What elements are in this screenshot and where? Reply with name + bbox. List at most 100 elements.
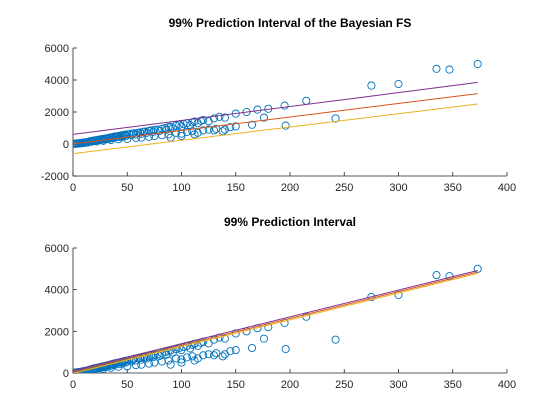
- data-point: [177, 358, 186, 367]
- data-point: [247, 343, 257, 353]
- data-point: [218, 127, 227, 136]
- data-point: [199, 126, 208, 135]
- data-point: [157, 357, 167, 366]
- data-point: [280, 101, 289, 110]
- data-point: [226, 123, 235, 132]
- data-point: [281, 344, 290, 354]
- data-point: [331, 114, 340, 123]
- data-point: [220, 350, 229, 359]
- data-point: [218, 352, 227, 361]
- data-point: [231, 346, 240, 355]
- axes-box: [72, 48, 507, 177]
- data-point: [177, 131, 186, 141]
- interval-line: [73, 270, 478, 371]
- x-tick-label: 150: [227, 182, 245, 194]
- data-point: [259, 334, 269, 343]
- interval-line: [73, 81, 478, 135]
- data-point: [166, 122, 175, 131]
- bottom-chart: 99% Prediction Interval 0 50 100 150 200 250 3…: [45, 215, 517, 391]
- x-tick-label: 300: [389, 379, 407, 391]
- x-tick-label: 100: [172, 182, 190, 194]
- data-point: [432, 64, 441, 73]
- data-point: [137, 133, 146, 142]
- data-point: [123, 134, 132, 143]
- data-point: [302, 96, 311, 105]
- x-tick-label: 150: [227, 379, 245, 391]
- data-point: [149, 127, 158, 136]
- data-point: [157, 131, 167, 140]
- data-point: [231, 122, 240, 131]
- x-tick-label: 250: [335, 379, 353, 391]
- data-point: [177, 355, 186, 364]
- x-tick-label: 300: [389, 182, 407, 194]
- data-point: [150, 358, 159, 367]
- y-tick-label: 6000: [45, 43, 69, 55]
- data-point: [123, 362, 132, 371]
- data-point: [394, 79, 403, 89]
- data-point: [331, 335, 340, 344]
- data-point: [182, 127, 191, 137]
- data-point: [212, 349, 221, 358]
- x-tick-label: 0: [70, 182, 76, 194]
- y-tick-label: 2000: [45, 326, 69, 338]
- data-point: [432, 271, 441, 280]
- data-point: [199, 351, 208, 360]
- data-point: [220, 125, 229, 134]
- data-point: [131, 361, 140, 370]
- data-point: [114, 362, 123, 371]
- data-point: [209, 114, 219, 123]
- data-point: [182, 353, 191, 362]
- interval-line: [73, 93, 478, 145]
- x-tick-label: 400: [498, 182, 516, 194]
- data-point: [473, 59, 482, 69]
- x-tick-label: 0: [70, 379, 76, 391]
- data-point: [166, 360, 175, 369]
- x-tick-label: 400: [498, 379, 516, 391]
- data-point: [445, 65, 454, 74]
- data-point: [220, 334, 229, 343]
- interval-line: [73, 272, 478, 373]
- data-point: [144, 359, 153, 368]
- x-tick-label: 100: [172, 379, 190, 391]
- data-point: [164, 356, 173, 365]
- data-point: [131, 133, 140, 142]
- y-tick-label: 0: [63, 139, 69, 151]
- data-point: [247, 120, 257, 129]
- data-point: [99, 364, 108, 373]
- y-tick-label: 4000: [45, 285, 69, 297]
- data-point: [281, 121, 290, 130]
- data-point: [253, 105, 262, 114]
- data-point: [144, 132, 153, 141]
- data-point: [215, 112, 224, 121]
- data-point: [172, 354, 181, 363]
- data-point: [367, 81, 376, 90]
- x-tick-label: 250: [335, 182, 353, 194]
- y-tick-label: 2000: [45, 107, 69, 119]
- data-point: [190, 356, 199, 365]
- x-tick-label: 200: [281, 379, 299, 391]
- data-point: [150, 131, 159, 141]
- data-point: [188, 352, 197, 361]
- interval-line: [73, 103, 478, 155]
- y-tick-label: -2000: [41, 171, 69, 183]
- data-point: [142, 128, 151, 137]
- bottom-chart-title: 99% Prediction Interval: [224, 215, 356, 229]
- data-point: [209, 126, 219, 135]
- data-point: [209, 351, 219, 360]
- x-tick-label: 350: [444, 182, 462, 194]
- plot-area: [73, 59, 482, 155]
- plot-area: [73, 264, 482, 373]
- data-point: [137, 360, 146, 369]
- data-point: [204, 350, 213, 359]
- data-point: [220, 113, 229, 122]
- data-point: [199, 115, 208, 125]
- interval-line: [73, 271, 478, 373]
- x-tick-label: 200: [281, 182, 299, 194]
- y-tick-label: 4000: [45, 75, 69, 87]
- y-tick-label: 6000: [45, 243, 69, 255]
- data-point: [259, 113, 269, 122]
- x-tick-label: 350: [444, 379, 462, 391]
- data-point: [204, 125, 213, 134]
